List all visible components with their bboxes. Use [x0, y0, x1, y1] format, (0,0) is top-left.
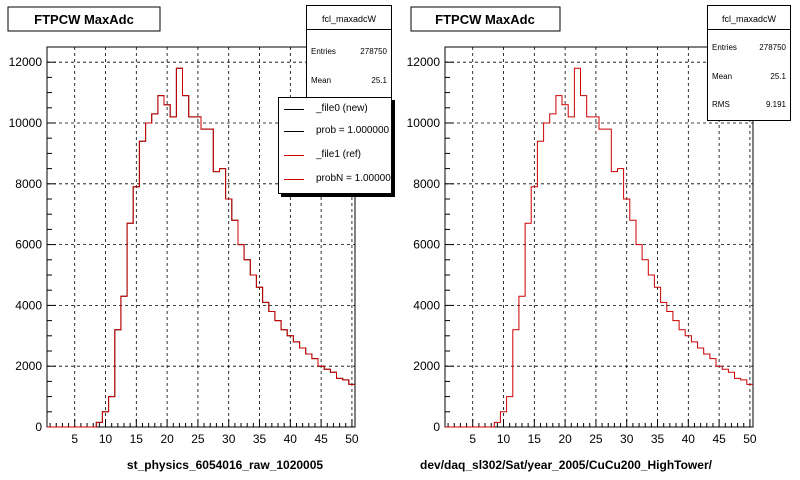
right-y-tick-label: 6000: [413, 238, 440, 252]
legend-item-probn: probN = 1.000000: [279, 170, 391, 190]
right-x-tick-label: 50: [743, 432, 757, 446]
left-y-tick-label: 10000: [9, 116, 43, 130]
legend-swatch-file1: [284, 155, 304, 156]
right-histogram-panel: 5 10 15 20 25 30 35 40 45 50 0 2000 4000 6000 8000 1000…: [407, 6, 757, 472]
left-x-tick-label: 35: [253, 432, 267, 446]
left-x-tick-label: 30: [222, 432, 236, 446]
legend-swatch-probn: [284, 179, 304, 180]
legend-label-probn: probN = 1.000000: [316, 173, 392, 184]
left-y-tick-label: 8000: [15, 177, 42, 191]
legend-swatch-prob: [284, 131, 304, 132]
left-x-tick-label: 15: [130, 432, 144, 446]
right-x-tick-label: 25: [589, 432, 603, 446]
right-y-tick-label: 12000: [407, 55, 441, 69]
left-title-box: [7, 6, 161, 32]
left-y-tick-label: 6000: [15, 238, 42, 252]
right-stats-title: fcl_maxadcW: [708, 6, 790, 30]
right-y-tick-label: 2000: [413, 359, 440, 373]
left-x-tick-label: 45: [314, 432, 328, 446]
right-stats-rms-value: 9.191: [765, 100, 786, 109]
left-x-tick-label: 40: [284, 432, 298, 446]
right-series-group: [445, 67, 753, 428]
left-y-tick-label: 2000: [15, 359, 42, 373]
right-y-tick-label: 4000: [413, 298, 440, 312]
right-stats-entries-value: 278750: [759, 43, 786, 52]
left-x-tick-label: 25: [191, 432, 205, 446]
right-x-tick-label: 20: [558, 432, 572, 446]
right-stats-mean-label: Mean: [712, 72, 733, 81]
right-x-tick-label: 30: [620, 432, 634, 446]
left-stats-mean-label: Mean: [311, 76, 332, 85]
legend-item-file0: _file0 (new): [279, 100, 391, 120]
right-axis-ticks: 5 10 15 20 25 30 35 40 45 50 0 2000 4000 6000 8000 1000…: [407, 46, 757, 446]
right-plot-frame: [444, 46, 754, 428]
left-x-tick-label: 20: [160, 432, 174, 446]
legend-label-file1: _file1 (ref): [316, 149, 362, 160]
right-y-tick-label: 0: [433, 420, 440, 434]
left-y-tick-label: 4000: [15, 298, 42, 312]
right-x-tick-label: 45: [712, 432, 726, 446]
right-title-box: [410, 6, 561, 32]
legend-item-prob: prob = 1.000000: [279, 122, 391, 142]
left-x-tick-label: 50: [345, 432, 359, 446]
right-y-tick-label: 8000: [413, 177, 440, 191]
left-stats-mean-value: 25.1: [371, 76, 387, 85]
legend-label-file0: _file0 (new): [316, 103, 368, 114]
left-legend: _file0 (new) prob = 1.000000 _file1 (ref…: [278, 97, 392, 194]
right-stats-box: fcl_maxadcW Entries 278750 Mean 25.1 RMS…: [707, 5, 791, 121]
left-stats-box: fcl_maxadcW Entries 278750 Mean 25.1: [306, 5, 392, 99]
right-x-tick-label: 5: [469, 432, 476, 446]
left-x-tick-label: 5: [71, 432, 78, 446]
right-x-tick-label: 10: [497, 432, 511, 446]
right-y-tick-label: 10000: [407, 116, 441, 130]
left-stats-entries-value: 278750: [360, 47, 387, 56]
right-series-line-0: [445, 67, 753, 428]
right-x-tick-label: 15: [528, 432, 542, 446]
left-chart-title: FTPCW MaxAdc: [34, 12, 134, 27]
right-stats-entries-label: Entries: [712, 43, 737, 52]
left-series-line-1: [47, 67, 355, 428]
left-stats-title: fcl_maxadcW: [307, 6, 391, 30]
right-x-tick-label: 35: [651, 432, 665, 446]
left-series-group: [47, 67, 355, 428]
right-stats-rms-label: RMS: [712, 100, 730, 109]
left-y-tick-label: 0: [35, 420, 42, 434]
right-x-tick-label: 40: [682, 432, 696, 446]
left-x-axis-label: st_physics_6054016_raw_1020005: [127, 458, 323, 472]
right-chart-title: FTPCW MaxAdc: [435, 12, 535, 27]
left-stats-entries-label: Entries: [311, 47, 336, 56]
right-x-axis-label: dev/daq_sl302/Sat/year_2005/CuCu200_High…: [420, 458, 713, 472]
left-axis-ticks: 5 10 15 20 25 30 35 40 45 50 0 2000 4000 6000 8000 1000…: [9, 46, 359, 446]
left-y-tick-label: 12000: [9, 55, 43, 69]
legend-item-file1: _file1 (ref): [279, 146, 391, 166]
legend-swatch-file0: [284, 109, 304, 110]
legend-label-prob: prob = 1.000000: [316, 125, 390, 136]
right-stats-mean-value: 25.1: [770, 72, 786, 81]
left-x-tick-label: 10: [99, 432, 113, 446]
